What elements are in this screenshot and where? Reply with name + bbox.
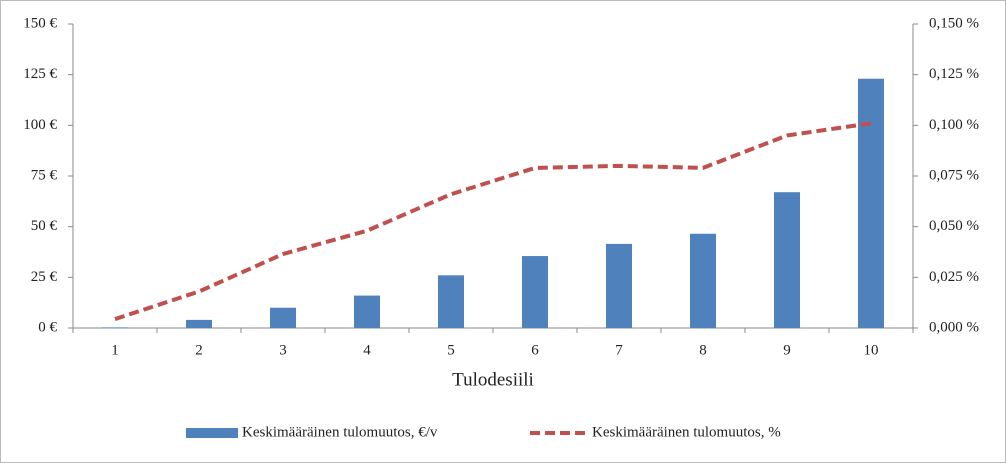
y2-tick-label: 0,050 % bbox=[929, 218, 979, 234]
y-tick-label: 75 € bbox=[31, 167, 58, 183]
y-tick-label: 0 € bbox=[38, 319, 57, 335]
bar bbox=[606, 243, 632, 328]
legend-swatch bbox=[186, 428, 238, 438]
bar bbox=[186, 319, 212, 328]
x-axis-label: Tulodesiili bbox=[452, 369, 534, 390]
bar bbox=[438, 275, 464, 328]
x-tick-label: 6 bbox=[531, 342, 539, 358]
y2-tick-label: 0,100 % bbox=[929, 117, 979, 133]
legend-label: Keskimääräinen tulomuutos, €/v bbox=[242, 424, 438, 440]
line bbox=[114, 121, 872, 321]
bar bbox=[270, 307, 296, 328]
x-tick-label: 3 bbox=[279, 342, 287, 358]
x-tick-label: 7 bbox=[615, 342, 623, 358]
bar bbox=[102, 327, 128, 328]
legend-label: Keskimääräinen tulomuutos, % bbox=[592, 424, 781, 440]
x-tick-label: 4 bbox=[363, 342, 371, 358]
y2-tick-label: 0,000 % bbox=[929, 319, 979, 335]
y2-tick-label: 0,125 % bbox=[929, 66, 979, 82]
x-tick-label: 2 bbox=[195, 342, 203, 358]
x-tick-label: 1 bbox=[111, 342, 119, 358]
y-tick-label: 150 € bbox=[23, 15, 57, 31]
y-tick-label: 50 € bbox=[31, 218, 58, 234]
x-tick-label: 8 bbox=[699, 342, 707, 358]
y-tick-label: 100 € bbox=[23, 117, 57, 133]
x-tick-label: 9 bbox=[783, 342, 791, 358]
y2-tick-label: 0,025 % bbox=[929, 269, 979, 285]
x-tick-label: 10 bbox=[864, 342, 879, 358]
bar bbox=[522, 256, 548, 328]
bar bbox=[354, 295, 380, 328]
bar bbox=[690, 233, 716, 328]
bar bbox=[858, 78, 884, 328]
y-tick-label: 25 € bbox=[31, 269, 58, 285]
x-tick-label: 5 bbox=[447, 342, 455, 358]
y-tick-label: 125 € bbox=[23, 66, 57, 82]
y2-tick-label: 0,150 % bbox=[929, 15, 979, 31]
bar bbox=[774, 192, 800, 328]
y2-tick-label: 0,075 % bbox=[929, 167, 979, 183]
